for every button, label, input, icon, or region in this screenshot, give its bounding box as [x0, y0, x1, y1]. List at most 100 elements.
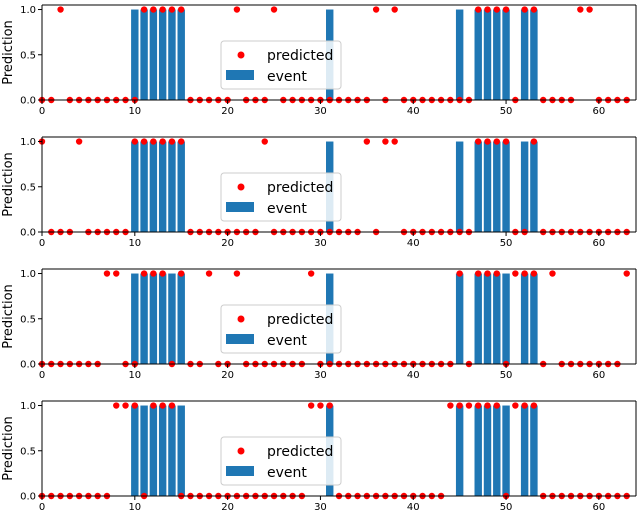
event-bar [158, 9, 167, 100]
event-bar [131, 405, 139, 496]
event-bar [131, 9, 139, 100]
event-bar [530, 273, 538, 364]
predicted-point [475, 138, 482, 145]
predicted-point [521, 402, 528, 409]
predicted-point [233, 270, 241, 277]
y-tick-label: 1.0 [20, 401, 36, 412]
legend: predicted event [220, 172, 342, 222]
legend-marker-event [226, 202, 254, 212]
predicted-point [372, 6, 380, 13]
event-bar [149, 141, 158, 232]
predicted-point [475, 270, 482, 277]
legend: predicted event [220, 304, 342, 354]
predicted-point [140, 270, 148, 277]
x-tick-label: 20 [221, 502, 234, 511]
event-bar [530, 405, 538, 496]
event-bar [158, 273, 167, 364]
predicted-point [178, 138, 185, 145]
y-tick-label: 1.0 [20, 137, 36, 148]
event-bar [530, 141, 538, 232]
x-tick-label: 50 [500, 502, 513, 511]
predicted-point [178, 270, 185, 277]
y-tick-label: 0.5 [20, 182, 36, 193]
predicted-point [586, 6, 593, 13]
event-bar [455, 9, 464, 100]
panel-3: 0.0 0.5 1.0 0 10 20 30 40 50 60 Prediction predicte… [1, 268, 637, 381]
predicted-point [484, 6, 491, 13]
predicted-point [475, 6, 482, 13]
y-axis-label: Prediction [1, 416, 16, 481]
x-tick-label: 60 [593, 106, 606, 117]
predicted-point [261, 138, 268, 145]
predicted-point [178, 6, 185, 13]
x-tick-label: 30 [314, 502, 327, 511]
predicted-point [317, 402, 324, 409]
event-bar [168, 405, 176, 496]
predicted-point [484, 270, 491, 277]
event-bar [455, 141, 464, 232]
legend: predicted event [220, 436, 342, 486]
x-tick-label: 20 [221, 238, 234, 249]
legend: predicted event [220, 40, 342, 90]
event-bar [483, 9, 492, 100]
event-bar [483, 405, 492, 496]
predicted-point [131, 138, 139, 145]
event-bar [493, 9, 501, 100]
x-tick-label: 10 [128, 106, 141, 117]
legend-marker-predicted [237, 447, 245, 455]
predicted-point [530, 6, 538, 13]
event-bar [140, 9, 148, 100]
event-bar [177, 405, 185, 496]
predicted-point [103, 270, 111, 277]
predicted-point [159, 6, 166, 13]
x-tick-label: 20 [221, 370, 234, 381]
y-tick-label: 0.5 [20, 50, 36, 61]
predicted-point [512, 402, 519, 409]
predicted-point [307, 402, 315, 409]
x-tick-label: 0 [39, 106, 45, 117]
legend-marker-predicted [237, 183, 245, 191]
x-tick-label: 0 [39, 238, 45, 249]
predicted-point [150, 402, 157, 409]
y-tick-label: 1.0 [20, 269, 36, 280]
predicted-point [530, 138, 538, 145]
event-bar [158, 405, 167, 496]
predicted-point [391, 6, 398, 13]
x-tick-label: 20 [221, 106, 234, 117]
event-bar [140, 273, 148, 364]
event-bar [474, 141, 482, 232]
x-tick-label: 10 [128, 370, 141, 381]
legend-marker-event [226, 334, 254, 344]
predicted-point [205, 270, 213, 277]
x-tick-label: 10 [128, 502, 141, 511]
x-tick-label: 50 [500, 238, 513, 249]
legend-label-event: event [267, 333, 307, 349]
predicted-point [549, 270, 556, 277]
event-bar [483, 141, 492, 232]
predicted-point [122, 402, 129, 409]
event-bar [530, 9, 538, 100]
predicted-point [159, 138, 166, 145]
predicted-point [623, 270, 630, 277]
predicted-point [465, 402, 473, 409]
predicted-point [150, 270, 157, 277]
predicted-point [150, 6, 157, 13]
legend-marker-predicted [237, 315, 245, 323]
event-bar [502, 405, 510, 496]
predicted-point [521, 270, 528, 277]
legend-label-predicted: predicted [267, 48, 333, 64]
x-tick-label: 30 [314, 238, 327, 249]
event-bar [149, 405, 158, 496]
event-bar [474, 273, 482, 364]
x-tick-label: 0 [39, 502, 45, 511]
predicted-point [512, 270, 519, 277]
event-bar [149, 273, 158, 364]
legend-marker-predicted [237, 51, 245, 59]
legend-label-predicted: predicted [267, 444, 333, 460]
event-bar [502, 273, 510, 364]
y-axis-label: Prediction [1, 20, 16, 85]
x-tick-label: 10 [128, 238, 141, 249]
predicted-point [159, 402, 166, 409]
predicted-point [530, 270, 538, 277]
y-axis-label: Prediction [1, 152, 16, 217]
